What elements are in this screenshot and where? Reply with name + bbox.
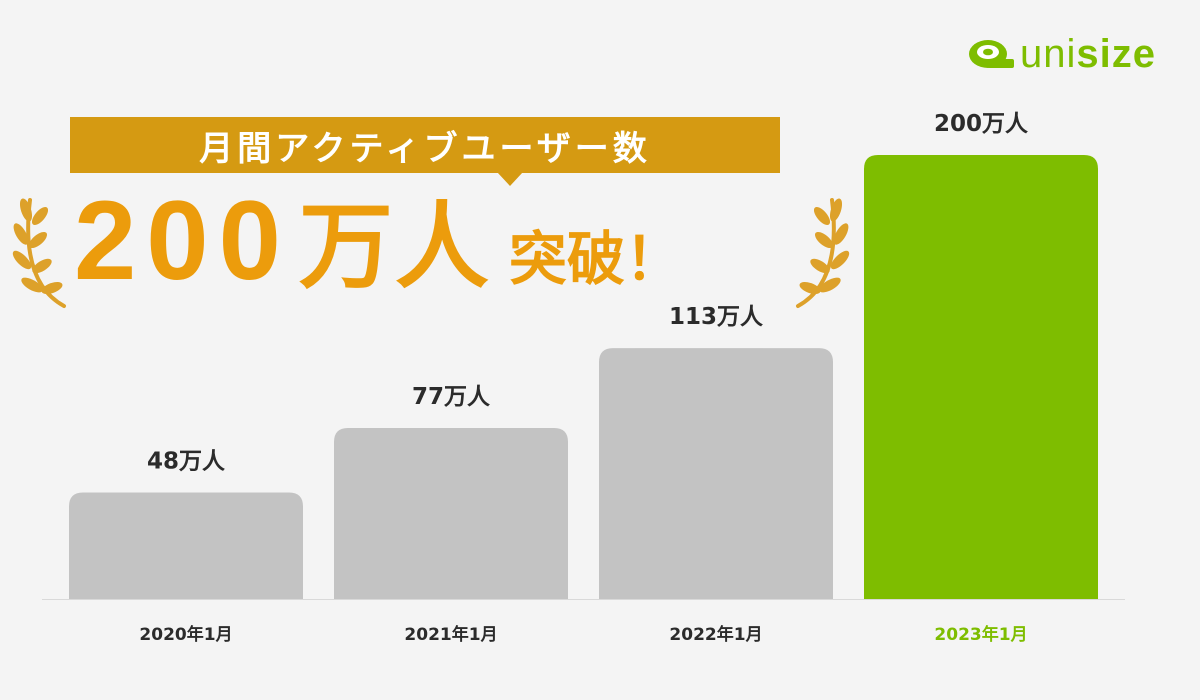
bar-2022年1月 — [599, 348, 833, 599]
bar-2023年1月 — [864, 155, 1098, 599]
x-tick-label: 2020年1月 — [139, 624, 232, 645]
headline-banner: 月間アクティブユーザー数 — [70, 117, 780, 173]
x-tick-label: 2023年1月 — [934, 624, 1027, 645]
milestone-unit: 万人 — [298, 193, 491, 302]
milestone-headline: 200 万人 突破！ — [74, 178, 683, 303]
brand-wordmark-bold: size — [1076, 32, 1156, 76]
x-tick-label: 2021年1月 — [404, 624, 497, 645]
brand-logo: unisize — [968, 34, 1156, 74]
laurel-left-icon — [12, 198, 66, 308]
tape-measure-icon — [968, 37, 1014, 71]
banner-pointer — [497, 172, 523, 186]
milestone-number: 200 — [74, 178, 291, 303]
laurel-right-icon — [796, 198, 850, 308]
bar-2021年1月 — [334, 428, 568, 599]
brand-wordmark: unisize — [1020, 34, 1156, 74]
chart-baseline — [42, 599, 1125, 600]
brand-wordmark-light: uni — [1020, 32, 1077, 76]
milestone-suffix: 突破！ — [508, 225, 683, 293]
x-tick-label: 2022年1月 — [669, 624, 762, 645]
bar-value-label: 200万人 — [934, 111, 1029, 137]
bar-2020年1月 — [69, 492, 303, 599]
bar-value-label: 48万人 — [147, 448, 226, 474]
bar-value-label: 113万人 — [669, 304, 764, 330]
bar-value-label: 77万人 — [412, 384, 491, 410]
